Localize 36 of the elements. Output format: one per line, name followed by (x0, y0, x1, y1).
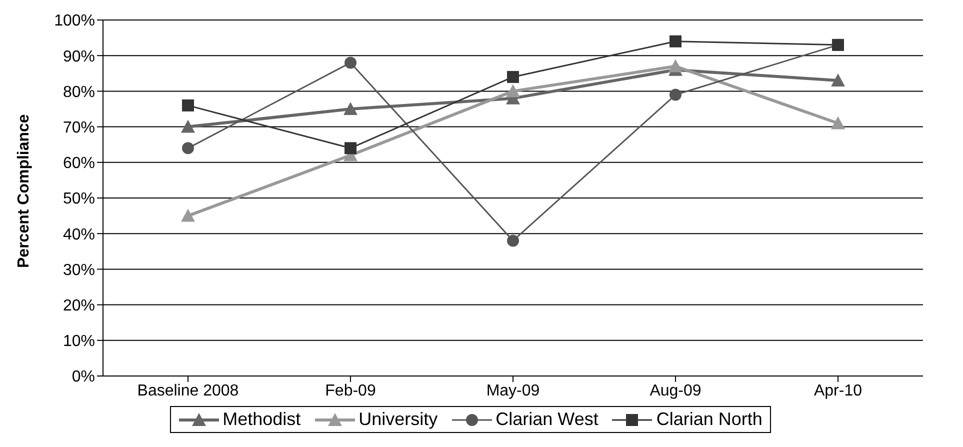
x-tick-label: Aug-09 (650, 382, 702, 400)
y-tick-label: 90% (62, 48, 95, 66)
point (344, 142, 356, 154)
y-tick-label: 30% (62, 262, 95, 279)
x-tick-label: Feb-09 (325, 382, 376, 400)
x-tick-label: Apr-10 (814, 382, 862, 400)
point (670, 88, 682, 101)
point (344, 102, 358, 115)
y-tick-label: 50% (62, 190, 95, 208)
y-tick-label: 0% (72, 368, 95, 386)
point (831, 116, 845, 130)
legend-label: University (358, 409, 438, 430)
y-axis-title: Percent Compliance (16, 114, 33, 268)
y-tick-label: 60% (62, 155, 95, 172)
y-tick-label: 10% (62, 333, 95, 350)
point (668, 59, 682, 72)
point (344, 56, 356, 69)
point (506, 84, 520, 98)
point (507, 70, 519, 83)
y-tick-label: 100% (54, 12, 95, 30)
point (181, 208, 195, 222)
point (181, 120, 195, 133)
legend-label: Methodist (222, 409, 301, 430)
point (831, 74, 845, 87)
y-tick-label: 80% (62, 84, 95, 101)
y-tick-label: 20% (62, 297, 95, 314)
point (182, 99, 194, 112)
x-tick-label: May-09 (486, 382, 540, 400)
point (507, 234, 519, 247)
legend-label: Clarian West (496, 409, 598, 430)
point (670, 35, 682, 48)
point (182, 142, 194, 154)
legend-label: Clarian North (656, 409, 762, 430)
y-tick-label: 70% (62, 119, 95, 136)
y-tick-label: 40% (62, 226, 95, 244)
x-tick-label: Baseline 2008 (137, 382, 239, 400)
